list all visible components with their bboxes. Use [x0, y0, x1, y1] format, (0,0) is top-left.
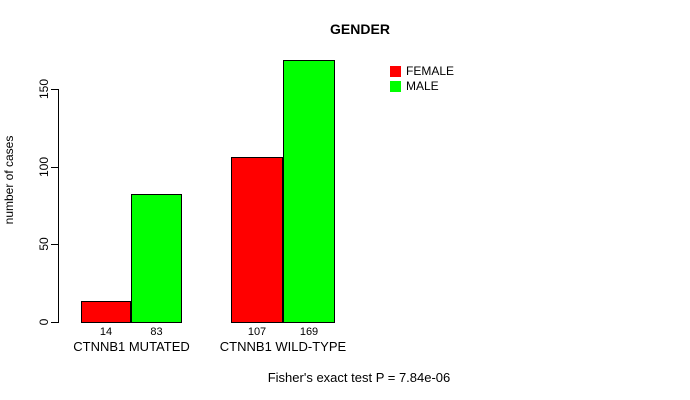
bar-value-label-male-ctnnb1-mutated: 83	[150, 326, 163, 338]
bar-value-label-female-ctnnb1-wild-type: 107	[247, 326, 267, 338]
annotation-fisher-test: Fisher's exact test P = 7.84e-06	[267, 370, 451, 385]
bar-female-ctnnb1-wild-type	[231, 157, 283, 323]
legend-color-swatch-female	[390, 65, 401, 77]
legend-item-male: MALE	[390, 80, 454, 92]
legend-item-female: FEMALE	[390, 65, 454, 77]
bar-female-ctnnb1-mutated	[81, 301, 131, 323]
y-tick-mark-150	[51, 89, 58, 90]
y-tick-label-100: 100	[37, 156, 51, 178]
y-axis-label: number of cases	[2, 135, 16, 225]
bar-male-ctnnb1-mutated	[131, 194, 182, 323]
y-tick-mark-100	[51, 167, 58, 168]
y-tick-label-0: 0	[37, 318, 51, 326]
legend-label-female: FEMALE	[406, 64, 455, 78]
y-tick-label-50: 50	[37, 237, 51, 251]
bar-value-label-male-ctnnb1-wild-type: 169	[299, 326, 319, 338]
y-tick-mark-50	[51, 244, 58, 245]
y-tick-mark-0	[51, 322, 58, 323]
bar-male-ctnnb1-wild-type	[283, 60, 335, 323]
chart-title: GENDER	[330, 21, 390, 37]
legend-label-male: MALE	[406, 79, 439, 93]
x-category-label-ctnnb1-wild-type: CTNNB1 WILD-TYPE	[219, 339, 347, 354]
legend-color-swatch-male	[390, 80, 401, 92]
x-category-label-ctnnb1-mutated: CTNNB1 MUTATED	[73, 339, 190, 354]
y-axis-line	[58, 89, 59, 323]
legend: FEMALE MALE	[390, 65, 454, 92]
y-tick-label-150: 150	[37, 78, 51, 100]
bar-value-label-female-ctnnb1-mutated: 14	[99, 326, 113, 338]
